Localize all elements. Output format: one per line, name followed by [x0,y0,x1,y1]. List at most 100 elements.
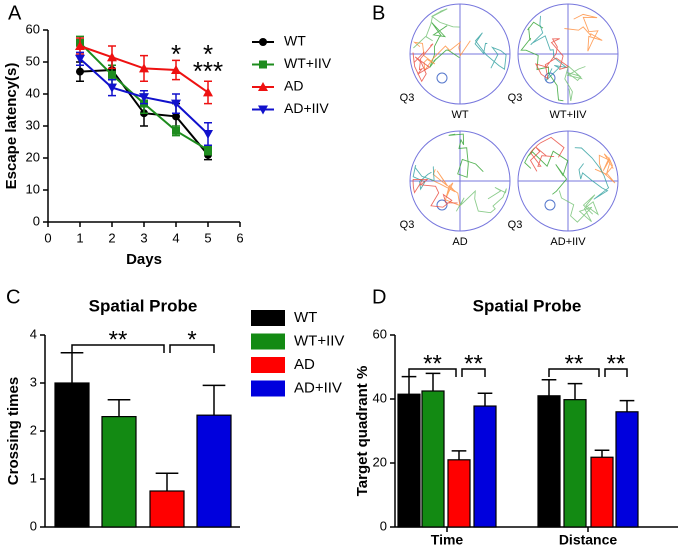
legend-marker [258,82,268,91]
bar [421,390,445,528]
error-bar [155,472,179,491]
swim-path [412,43,434,83]
legend-label: AD+IIV [294,379,342,396]
swim-path [564,13,603,52]
marker [107,83,117,93]
y-tick-label: 30 [26,117,40,132]
swim-path [530,15,568,81]
bar [397,393,421,528]
chart-title: Spatial Probe [89,296,198,315]
x-tick-label: 0 [44,230,51,245]
bar [563,399,587,528]
legend-swatch [251,310,285,326]
swim-path [455,186,507,214]
platform [436,199,448,211]
error-bar [451,450,467,460]
swim-path [429,22,460,68]
x-tick-label: Distance [559,532,618,548]
bar [196,414,232,528]
y-axis-label: Crossing times [5,377,22,485]
platform [544,199,556,211]
legend-label: AD+IIV [284,100,329,116]
bar [149,490,185,528]
legend-marker [258,105,268,115]
quadrant-label: Q3 [508,92,523,104]
y-tick-label: 50 [26,53,40,68]
marker [172,126,180,135]
chart-title: Spatial Probe [473,296,582,315]
error-bar [107,399,131,417]
y-tick-label: 0 [33,213,40,228]
swim-path [574,147,610,200]
error-bar [567,382,583,400]
panel-label: D [372,286,386,308]
swim-path [529,136,565,172]
y-tick-label: 60 [26,21,40,36]
error-bar [541,379,557,396]
error-bar [60,352,84,383]
significance-bracket [169,344,215,353]
legend-label: WT+IIV [284,55,332,71]
legend-label: WT [284,33,306,49]
x-tick-label: 3 [140,230,147,245]
bar [101,416,137,528]
legend-swatch [251,380,285,397]
swim-path [564,65,586,101]
marker [172,112,180,121]
marker [171,65,181,74]
significance-bracket [461,368,486,377]
x-tick-label: Time [431,532,464,548]
legend-label: AD [284,78,303,94]
y-tick-label: 0 [380,518,387,533]
marker [108,70,116,79]
y-tick-label: 20 [373,454,387,469]
significance: * [203,39,213,69]
error-bar [619,399,635,412]
y-tick-label: 40 [26,85,40,100]
bar [590,456,614,528]
y-tick-label: 0 [30,518,37,533]
y-tick-label: 60 [373,326,387,341]
legend-marker [259,60,267,69]
x-tick-label: 6 [236,230,243,245]
y-tick-label: 20 [26,149,40,164]
swim-path [413,8,460,49]
legend-swatch [251,357,285,373]
map-label: WT [451,109,468,121]
swim-path [558,190,599,223]
significance: ** [607,350,626,377]
x-tick-label: 2 [108,230,115,245]
bar [537,395,561,528]
error-bar [425,372,441,391]
y-axis-label: Escape latency(s) [3,63,20,190]
legend-marker [259,38,267,46]
x-tick-label: 1 [76,230,83,245]
significance: ** [423,350,442,377]
bar [615,411,639,528]
marker [203,87,213,97]
y-tick-label: 2 [30,422,37,437]
swim-path [474,32,507,70]
error-bar [202,384,226,416]
legend-label: WT [294,309,317,326]
y-tick-label: 1 [30,470,37,485]
map-label: AD+IIV [550,236,586,248]
bar [54,382,90,528]
swim-path [524,147,569,195]
marker [75,54,85,64]
marker [75,41,85,50]
quadrant-label: Q3 [400,219,415,231]
significance: ** [109,326,128,353]
marker [139,63,149,73]
legend-swatch [251,333,285,350]
panel-label: C [6,286,20,308]
swim-path [448,133,484,178]
bar [473,405,497,528]
error-bar [477,392,493,407]
significance: * [187,326,196,353]
platform [436,72,448,84]
error-bar [401,375,417,395]
error-bar [594,449,610,458]
